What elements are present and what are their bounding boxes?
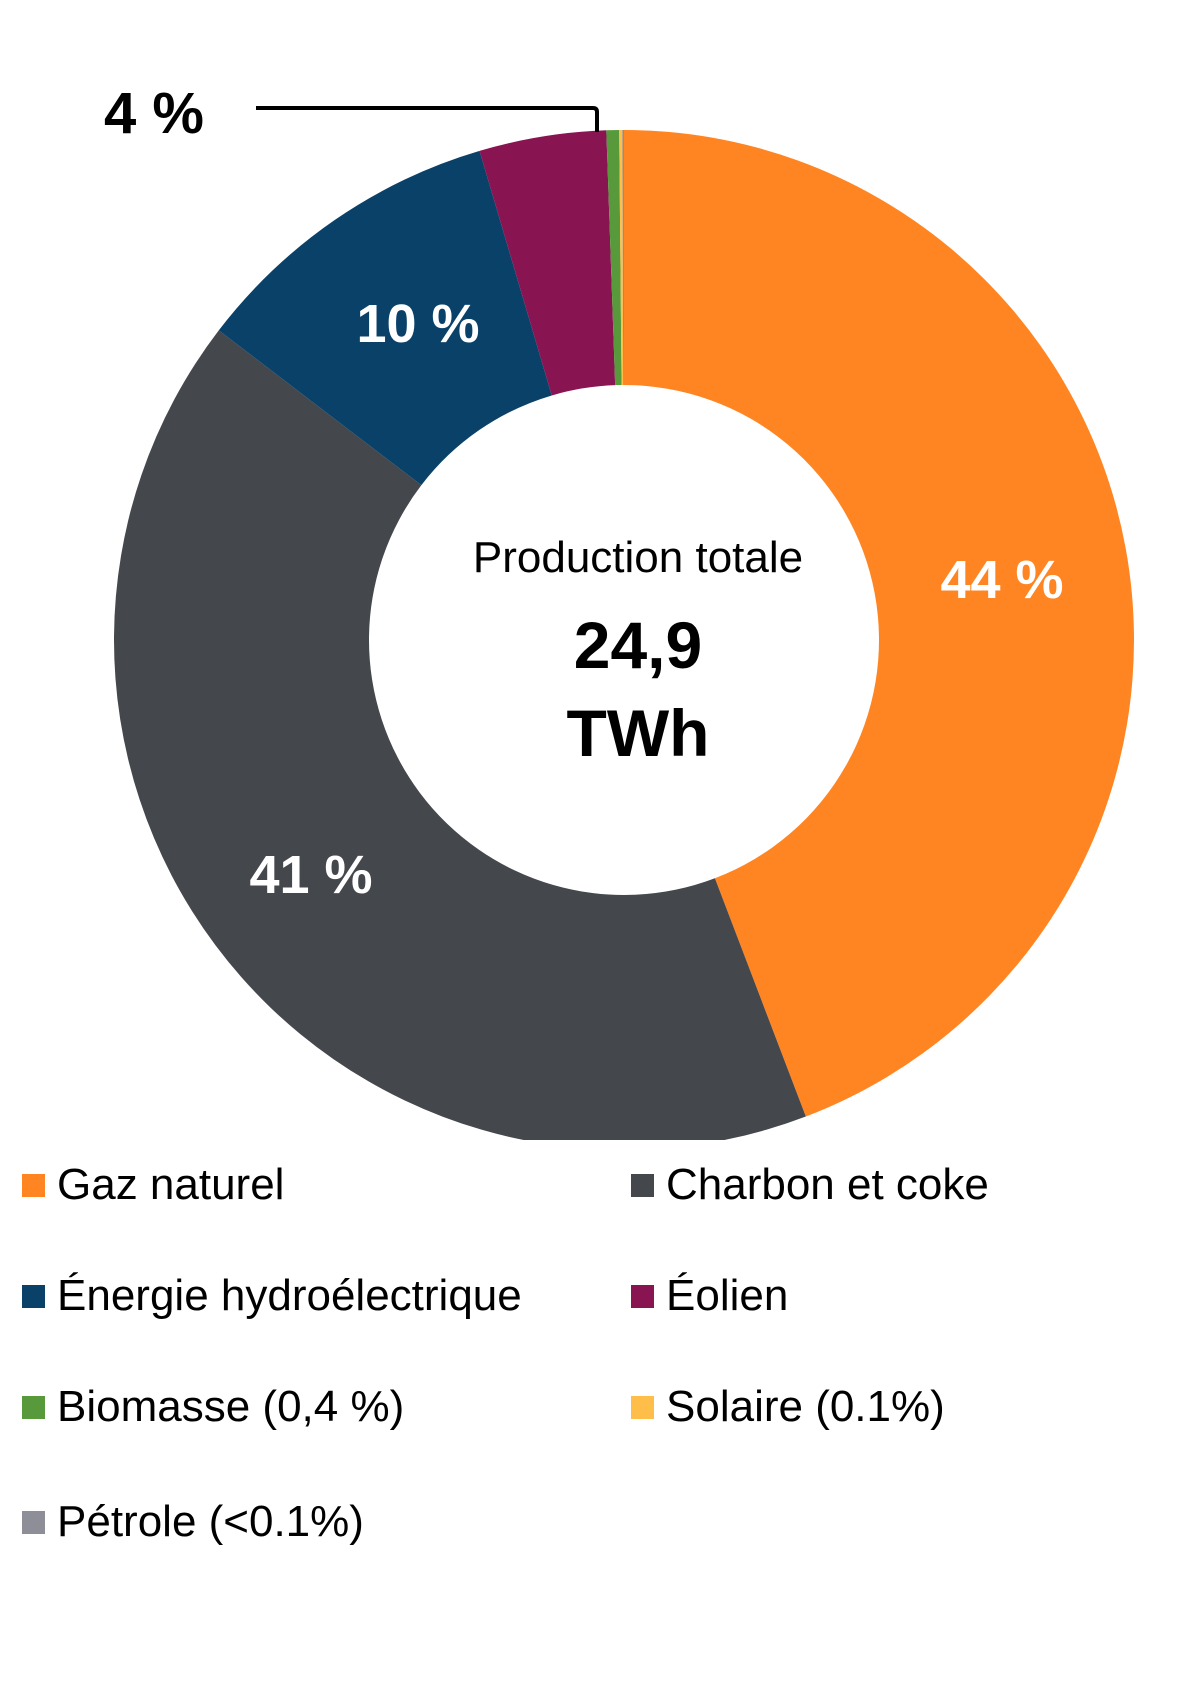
- swatch-oil: [22, 1510, 45, 1534]
- label-gas: 44 %: [940, 550, 1063, 610]
- slice-gas: [624, 130, 1134, 1117]
- legend-label: Gaz naturel: [57, 1160, 285, 1209]
- slice-oil: [622, 130, 624, 386]
- callout-line: [256, 106, 599, 132]
- center-unit: TWh: [567, 696, 710, 770]
- donut-chart: 4 % 10 % 44 % 41 % Production totale 24,…: [104, 81, 1134, 1140]
- slice-hydro: [218, 150, 552, 486]
- donut-slices: [113, 130, 1134, 1140]
- legend-item-biomass: Biomasse (0,4 %): [22, 1377, 404, 1437]
- label-wind: 4 %: [104, 81, 204, 146]
- swatch-wind: [631, 1284, 654, 1308]
- swatch-biomass: [22, 1395, 45, 1419]
- legend-item-coal: Charbon et coke: [631, 1155, 989, 1215]
- label-hydro: 10 %: [356, 294, 479, 354]
- legend-label: Pétrole (<0.1%): [57, 1497, 364, 1546]
- slice-solar: [619, 130, 624, 386]
- legend-label: Charbon et coke: [666, 1160, 989, 1209]
- legend-item-gas: Gaz naturel: [22, 1155, 284, 1215]
- slice-biomass: [606, 130, 622, 386]
- slice-coal: [113, 330, 806, 1140]
- swatch-solar: [631, 1395, 654, 1419]
- legend-item-wind: Éolien: [631, 1266, 788, 1326]
- center-value: 24,9: [574, 608, 702, 682]
- legend-label: Biomasse (0,4 %): [57, 1382, 405, 1431]
- legend-item-oil: Pétrole (<0.1%): [22, 1492, 364, 1552]
- legend-label: Énergie hydroélectrique: [57, 1271, 522, 1320]
- center-title: Production totale: [473, 533, 803, 582]
- legend-label: Éolien: [666, 1271, 789, 1320]
- legend-item-hydro: Énergie hydroélectrique: [22, 1266, 522, 1326]
- legend-item-solar: Solaire (0.1%): [631, 1377, 945, 1437]
- swatch-coal: [631, 1173, 654, 1197]
- slice-wind: [479, 130, 616, 396]
- swatch-gas: [22, 1173, 45, 1197]
- swatch-hydro: [22, 1284, 45, 1308]
- legend-label: Solaire (0.1%): [666, 1382, 945, 1431]
- label-coal: 41 %: [249, 845, 372, 905]
